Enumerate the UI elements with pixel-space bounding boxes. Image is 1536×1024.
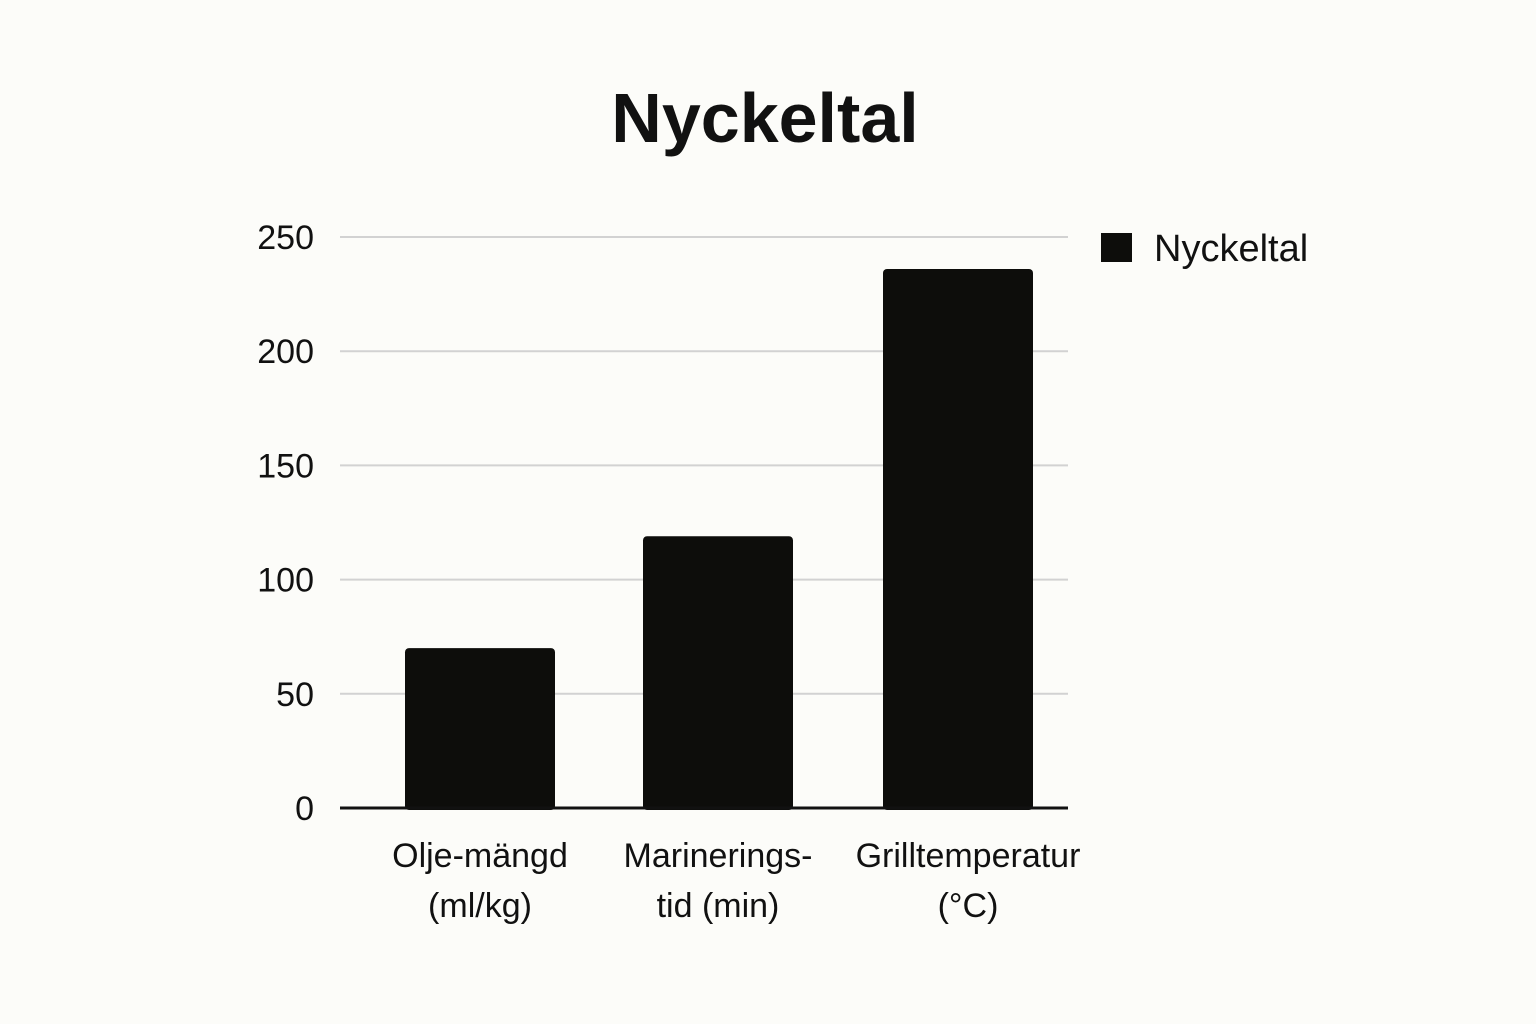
bar — [883, 268, 1033, 810]
x-category-label: Marinerings- — [624, 837, 813, 875]
legend-label: Nyckeltal — [1154, 228, 1308, 270]
x-category-label: Grilltemperatur — [856, 837, 1081, 875]
y-tick-label: 250 — [257, 219, 314, 257]
y-tick-label: 0 — [295, 790, 314, 828]
y-tick-label: 150 — [257, 447, 314, 485]
chart-title: Nyckeltal — [611, 79, 918, 157]
y-tick-label: 100 — [257, 562, 314, 600]
bar — [643, 536, 793, 810]
y-axis-tick-labels: 0 50 100 150 200 250 — [257, 219, 314, 828]
x-category-label: (°C) — [938, 887, 999, 925]
x-category-label: (ml/kg) — [428, 887, 532, 925]
y-tick-label: 200 — [257, 333, 314, 371]
x-category-label: tid (min) — [657, 887, 780, 925]
legend: Nyckeltal — [1101, 228, 1308, 270]
bars — [405, 268, 1033, 810]
bar — [405, 648, 555, 810]
x-category-label: Olje-mängd — [392, 837, 568, 875]
legend-swatch — [1101, 233, 1132, 262]
x-axis-category-labels: Olje-mängd (ml/kg) Marinerings-tid (min) Gr… — [392, 837, 1080, 925]
y-tick-label: 50 — [276, 676, 314, 714]
